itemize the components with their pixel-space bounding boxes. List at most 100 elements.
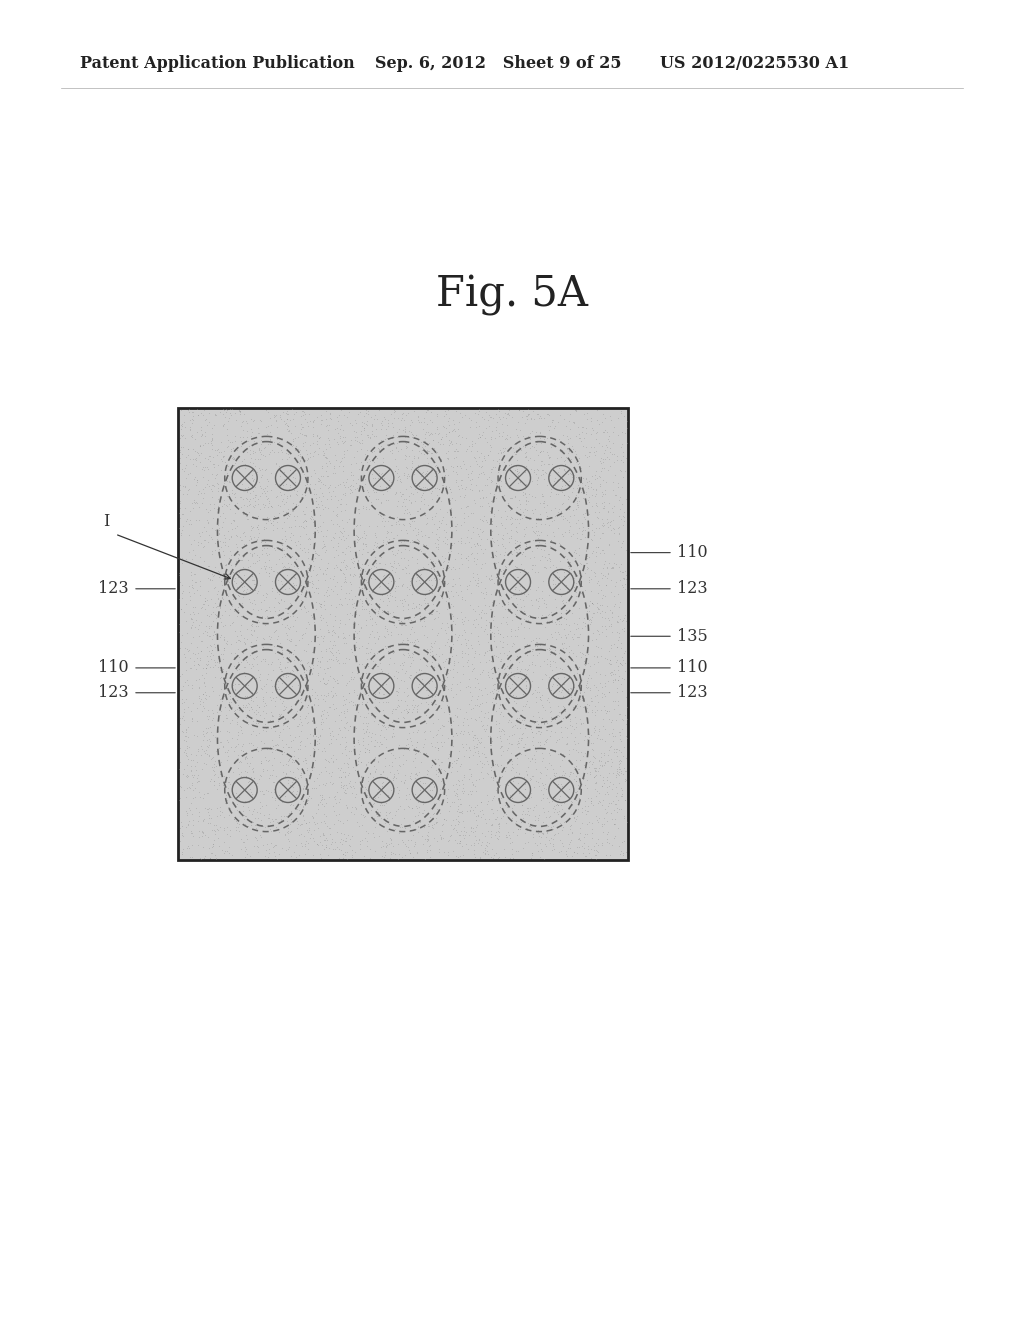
Point: [325, 684, 341, 705]
Point: [520, 561, 537, 582]
Point: [185, 540, 202, 561]
Point: [402, 727, 419, 748]
Point: [413, 521, 429, 543]
Point: [511, 763, 527, 784]
Point: [316, 541, 333, 562]
Point: [274, 535, 291, 556]
Point: [580, 446, 596, 467]
Point: [299, 696, 315, 717]
Point: [519, 764, 536, 785]
Point: [324, 624, 340, 645]
Point: [497, 795, 513, 816]
Point: [510, 667, 526, 688]
Point: [574, 611, 591, 632]
Point: [544, 458, 560, 479]
Point: [264, 572, 281, 593]
Point: [266, 622, 283, 643]
Point: [368, 696, 384, 717]
Point: [382, 801, 398, 822]
Point: [570, 799, 587, 820]
Point: [547, 722, 563, 743]
Point: [267, 780, 284, 801]
Point: [183, 803, 200, 824]
Point: [607, 465, 624, 486]
Point: [188, 441, 205, 462]
Point: [372, 805, 388, 826]
Point: [250, 494, 266, 515]
Point: [288, 510, 304, 531]
Point: [337, 783, 353, 804]
Point: [427, 466, 443, 487]
Point: [398, 686, 415, 708]
Point: [262, 812, 279, 833]
Point: [599, 422, 615, 444]
Point: [321, 622, 337, 643]
Point: [488, 515, 505, 536]
Point: [366, 756, 382, 777]
Point: [280, 751, 296, 772]
Point: [202, 626, 218, 647]
Point: [281, 645, 297, 667]
Point: [247, 594, 263, 615]
Point: [351, 432, 368, 453]
Point: [249, 545, 265, 566]
Point: [288, 483, 304, 504]
Point: [177, 446, 194, 467]
Point: [390, 623, 407, 644]
Point: [526, 655, 543, 676]
Point: [210, 454, 226, 475]
Point: [579, 597, 595, 618]
Point: [588, 628, 604, 649]
Point: [592, 543, 608, 564]
Point: [543, 653, 559, 675]
Point: [248, 677, 264, 698]
Point: [270, 726, 287, 747]
Point: [253, 730, 269, 751]
Point: [597, 675, 613, 696]
Point: [449, 607, 465, 628]
Point: [332, 558, 348, 579]
Point: [451, 824, 467, 845]
Point: [354, 671, 371, 692]
Point: [519, 756, 536, 777]
Point: [214, 587, 230, 609]
Point: [562, 552, 579, 573]
Point: [222, 403, 239, 424]
Point: [399, 738, 416, 759]
Point: [224, 562, 241, 583]
Point: [255, 719, 271, 741]
Point: [179, 735, 196, 756]
Point: [548, 795, 564, 816]
Point: [419, 825, 435, 846]
Point: [371, 814, 387, 836]
Point: [319, 418, 336, 440]
Point: [410, 696, 426, 717]
Point: [180, 797, 197, 818]
Point: [327, 635, 343, 656]
Point: [407, 610, 423, 631]
Point: [434, 735, 451, 756]
Point: [592, 664, 608, 685]
Point: [555, 424, 571, 445]
Point: [610, 762, 627, 783]
Point: [582, 546, 598, 568]
Point: [372, 735, 388, 756]
Point: [288, 768, 304, 789]
Point: [473, 710, 489, 731]
Point: [312, 409, 329, 430]
Point: [388, 698, 404, 719]
Point: [601, 535, 617, 556]
Point: [247, 808, 263, 829]
Point: [546, 767, 562, 788]
Point: [492, 649, 508, 671]
Point: [357, 643, 374, 664]
Point: [419, 560, 435, 581]
Point: [534, 751, 550, 772]
Point: [551, 680, 567, 701]
Point: [397, 445, 414, 466]
Point: [475, 804, 492, 825]
Point: [245, 812, 261, 833]
Point: [444, 841, 461, 862]
Point: [545, 814, 561, 836]
Point: [450, 821, 466, 842]
